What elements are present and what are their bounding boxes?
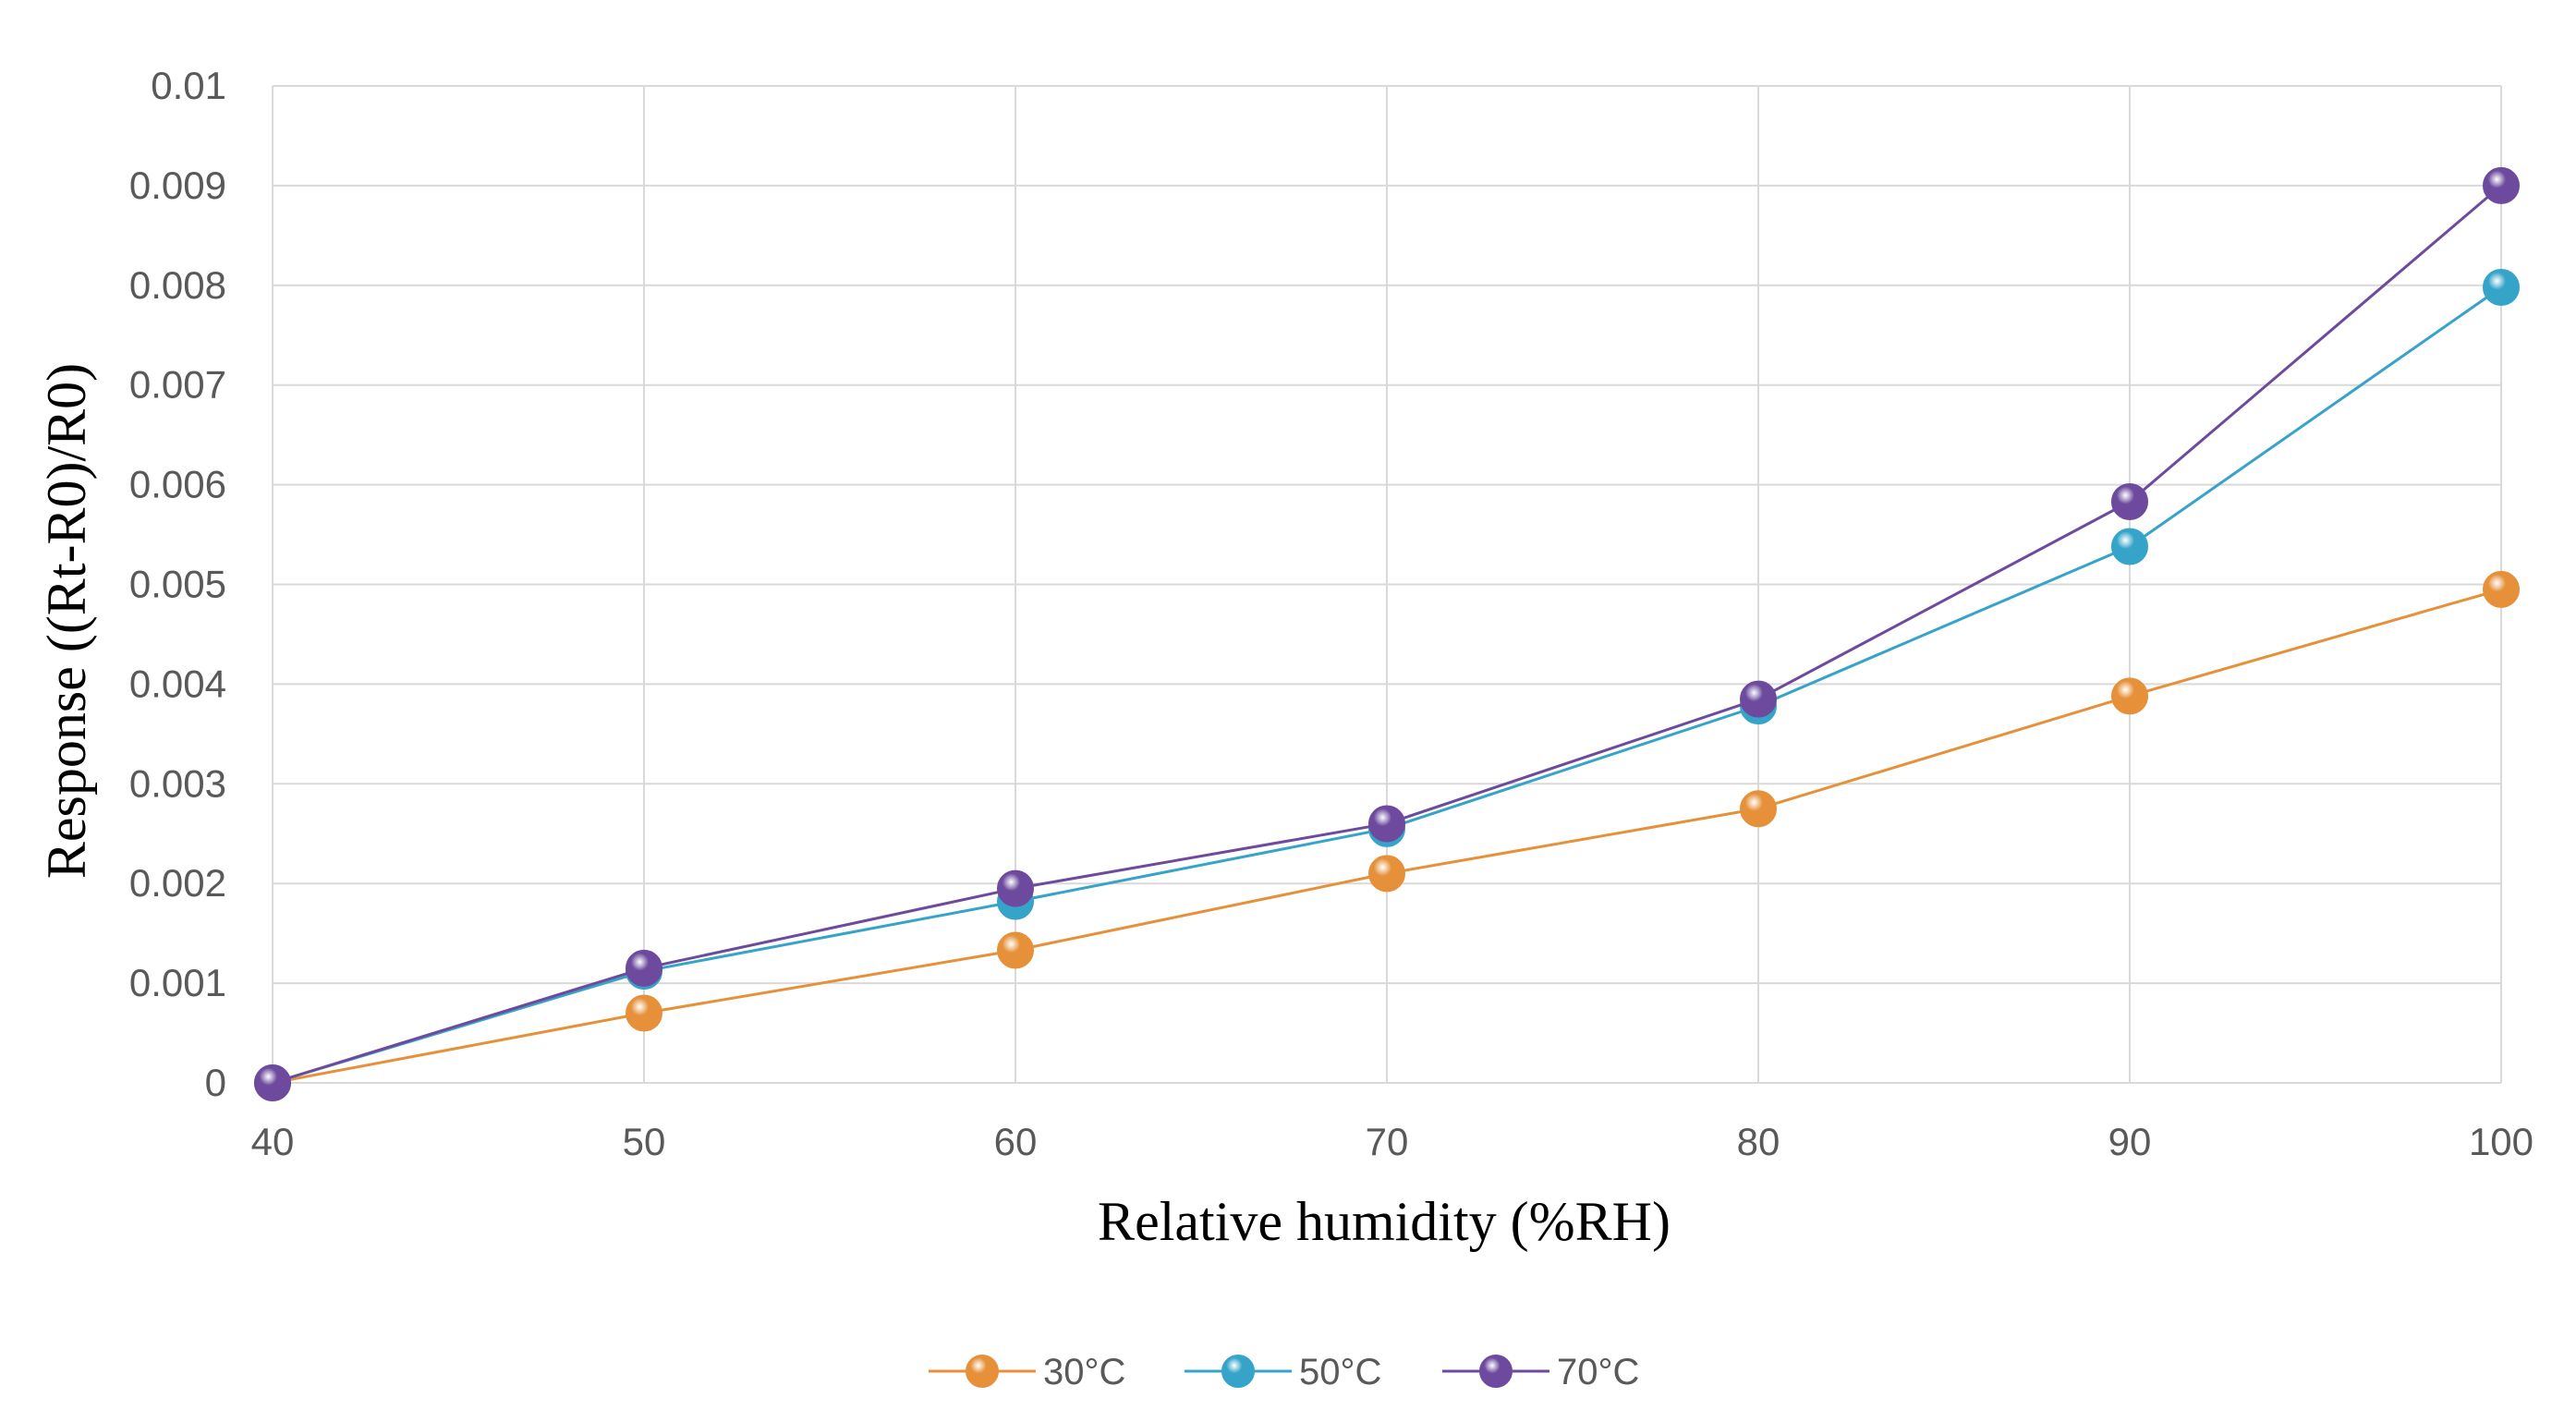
x-tick-label: 50 (623, 1120, 666, 1163)
data-point (2483, 570, 2520, 608)
data-point (1368, 805, 1405, 843)
x-axis-title: Relative humidity (%RH) (1098, 1191, 1671, 1252)
data-point (2483, 166, 2520, 204)
legend-label: 70°C (1557, 1352, 1639, 1392)
legend-label: 50°C (1299, 1352, 1381, 1392)
x-axis-ticks: 40 50 60 70 80 90 100 (251, 1120, 2533, 1163)
data-point (254, 1064, 291, 1101)
data-point (2111, 528, 2148, 565)
legend-item-70c: 70°C (1442, 1352, 1639, 1392)
legend-marker (1221, 1355, 1255, 1388)
data-point (997, 869, 1034, 907)
y-tick-label: 0.004 (129, 662, 226, 705)
data-point (2111, 482, 2148, 520)
data-point (1368, 855, 1405, 893)
data-point (2483, 268, 2520, 306)
legend-item-50c: 50°C (1185, 1352, 1381, 1392)
x-tick-label: 40 (251, 1120, 295, 1163)
legend-item-30c: 30°C (929, 1352, 1125, 1392)
y-tick-label: 0.008 (129, 263, 226, 307)
data-point (626, 994, 662, 1032)
y-tick-label: 0.006 (129, 463, 226, 506)
y-tick-label: 0.01 (151, 64, 226, 107)
legend-label: 30°C (1043, 1352, 1125, 1392)
series-group (254, 166, 2520, 1101)
y-tick-label: 0.003 (129, 761, 226, 805)
data-point (1740, 680, 1777, 718)
y-axis-ticks: 0 0.001 0.002 0.003 0.004 0.005 0.006 0.007 0.00… (129, 64, 226, 1104)
y-tick-label: 0 (205, 1061, 226, 1104)
y-tick-label: 0.007 (129, 363, 226, 407)
y-tick-label: 0.005 (129, 563, 226, 606)
data-point (997, 931, 1034, 969)
y-tick-label: 0.002 (129, 861, 226, 905)
data-point (626, 949, 662, 987)
data-point (2111, 677, 2148, 715)
y-tick-label: 0.001 (129, 961, 226, 1004)
x-tick-label: 70 (1366, 1120, 1409, 1163)
legend-marker (966, 1355, 999, 1388)
x-tick-label: 90 (2108, 1120, 2152, 1163)
x-tick-label: 100 (2469, 1120, 2533, 1163)
x-tick-label: 60 (994, 1120, 1038, 1163)
y-tick-label: 0.009 (129, 164, 226, 207)
legend-marker (1479, 1355, 1513, 1388)
legend: 30°C 50°C 70°C (929, 1352, 1639, 1392)
grid (272, 85, 2502, 1084)
series-70c (254, 166, 2520, 1101)
y-axis-title: Response ((Rt-R0)/R0) (36, 363, 97, 879)
data-point (1740, 790, 1777, 828)
x-tick-label: 80 (1737, 1120, 1780, 1163)
